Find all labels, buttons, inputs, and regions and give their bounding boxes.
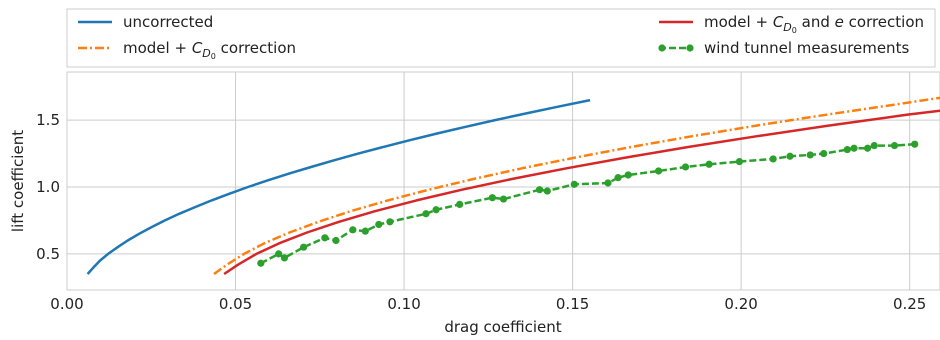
plot-frame (66, 71, 940, 291)
data-point-marker (332, 236, 340, 245)
data-point-marker (499, 195, 508, 203)
x-tick-label: 0.25 (893, 295, 926, 313)
data-point-marker (543, 187, 551, 195)
series-line-2 (223, 109, 940, 276)
data-point-marker (570, 180, 578, 188)
y-tick-label: 1.5 (36, 111, 60, 129)
data-point-marker (349, 226, 357, 234)
legend-label-cd0-correction: model + CD0 correction (123, 39, 296, 61)
data-point-marker (275, 250, 283, 258)
series-layer (86, 96, 940, 276)
tick-labels: 0.00 0.05 0.10 0.15 0.20 0.25 0.5 1.0 1.5 (36, 111, 926, 313)
data-point-marker (624, 171, 632, 179)
legend-entry-uncorrected: uncorrected (78, 13, 213, 31)
data-point-marker (432, 206, 440, 214)
x-axis-title: drag coefficient (444, 318, 561, 336)
data-point-marker (890, 141, 899, 150)
data-point-marker (257, 259, 265, 267)
data-point-marker (300, 243, 308, 251)
legend-label-uncorrected: uncorrected (123, 13, 213, 31)
data-point-marker (488, 194, 496, 202)
data-point-marker (705, 160, 713, 168)
data-point-marker (820, 149, 828, 158)
data-point-marker (535, 186, 544, 194)
series-line-3 (260, 142, 915, 265)
x-tick-label: 0.00 (50, 295, 83, 313)
data-point-marker (321, 234, 329, 242)
data-point-marker (361, 227, 369, 235)
y-tick-label: 1.0 (36, 178, 60, 196)
data-point-marker (456, 200, 464, 209)
legend-label-cd0-e-correction: model + CD0 and e correction (704, 13, 924, 35)
legend-entry-cd0-correction: model + CD0 correction (78, 39, 296, 61)
data-point-marker (769, 155, 777, 163)
x-tick-label: 0.10 (387, 295, 420, 313)
legend-label-wind-tunnel: wind tunnel measurements (704, 39, 909, 57)
legend-box (66, 8, 936, 68)
data-point-marker (386, 218, 394, 226)
data-point-marker (850, 144, 858, 152)
data-point-marker (870, 141, 878, 150)
y-axis-title: lift coefficient (9, 130, 27, 232)
data-point-marker (681, 163, 690, 171)
legend-swatch-marker (686, 44, 694, 52)
data-point-marker (786, 152, 794, 160)
data-point-marker (422, 210, 430, 218)
x-tick-label: 0.20 (724, 295, 757, 313)
y-tick-label: 0.5 (36, 245, 60, 263)
data-point-marker (280, 254, 289, 262)
data-point-marker (911, 140, 919, 148)
legend-entry-cd0-e-correction: model + CD0 and e correction (659, 13, 924, 35)
data-point-marker (806, 151, 814, 159)
data-point-marker (654, 167, 663, 175)
x-tick-label: 0.05 (219, 295, 252, 313)
data-point-marker (863, 144, 872, 152)
data-point-marker (614, 174, 622, 182)
data-point-marker (375, 220, 383, 229)
x-tick-label: 0.15 (556, 295, 589, 313)
data-point-marker (735, 158, 744, 166)
data-point-marker (604, 179, 612, 187)
series-line-0 (86, 98, 591, 275)
data-point-marker (843, 145, 851, 154)
series-line-1 (213, 96, 940, 276)
legend-swatch-marker (658, 44, 666, 52)
legend-entry-wind-tunnel: wind tunnel measurements (658, 39, 909, 57)
plot-area (66, 71, 940, 291)
